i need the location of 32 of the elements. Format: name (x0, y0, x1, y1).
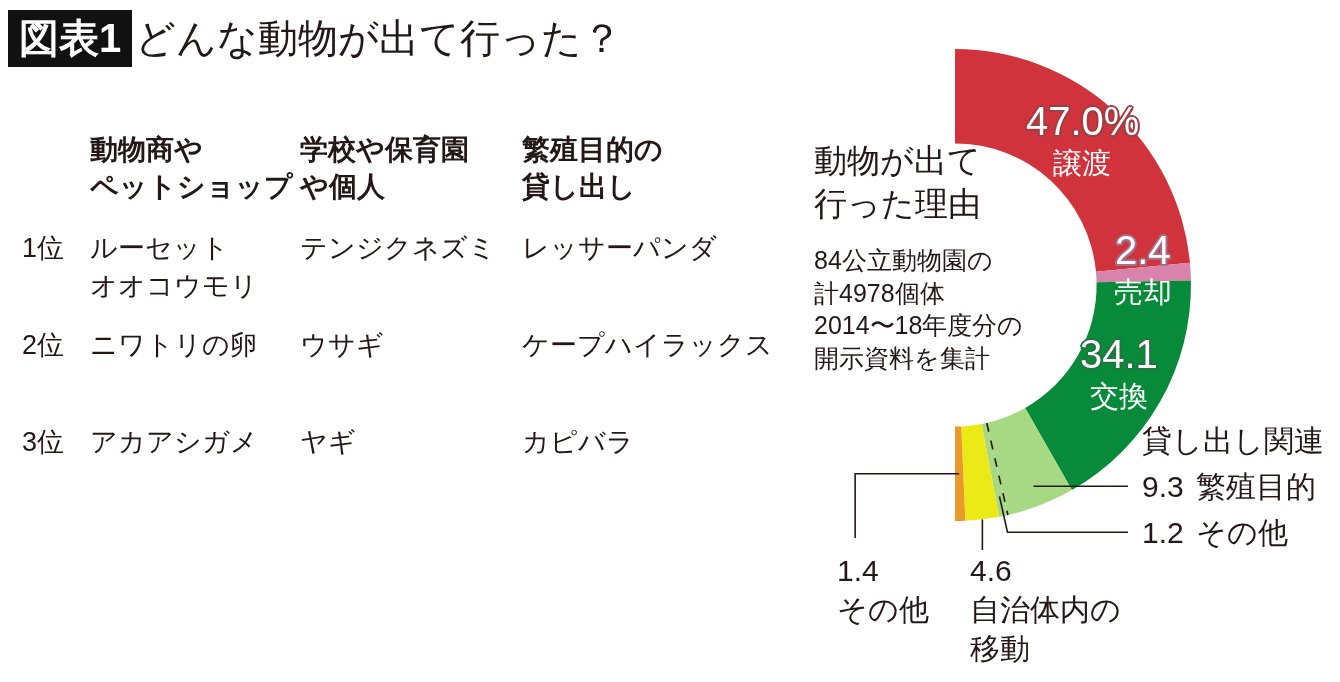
slice-label: その他 (837, 593, 929, 626)
text: 84公立動物園の計4978個体2014〜18年度分の開示資料を集計 (814, 246, 1024, 372)
text: 動物が出て行った理由 (814, 142, 981, 222)
text: ニワトリの卵 (90, 330, 257, 360)
data-label: 4.6 (970, 554, 1012, 587)
text: ルーセットオオコウモリ (90, 233, 258, 301)
category-label: 学校や保育園や個人 (300, 133, 469, 204)
data-label: 9.3 (1142, 470, 1184, 503)
slice-label: 譲渡 (1053, 147, 1111, 179)
text: ヤギ (300, 427, 356, 457)
text: ケープハイラックス (522, 330, 773, 360)
category-label: 1位 (22, 233, 65, 263)
data-label: 2.4 (1115, 228, 1171, 272)
slice-label: その他 (1196, 516, 1288, 549)
slice-label: 交換 (1090, 380, 1148, 412)
text: ウサギ (300, 330, 384, 360)
text: カピバラ (522, 427, 634, 457)
category-label: 3位 (22, 427, 65, 457)
category-label: 動物商やペットショップ (90, 133, 293, 204)
text: アカアシガメ (90, 427, 258, 457)
data-label: 34.1 (1080, 332, 1158, 376)
data-label: 1.4 (837, 554, 879, 587)
text: レッサーパンダ (522, 233, 717, 263)
slice-label: 繁殖目的 (1196, 470, 1316, 503)
text: 図表1 どんな動物が出て行った？ (18, 15, 623, 62)
slice-label: 売却 (1114, 276, 1172, 308)
slice-label: 自治体内の移動 (970, 593, 1121, 665)
category-label: 2位 (22, 330, 65, 360)
text: テンジクネズミ (300, 233, 496, 263)
text: 貸し出し関連 (1142, 424, 1324, 457)
category-label: 繁殖目的の貸し出し (522, 133, 663, 204)
data-label: 1.2 (1142, 516, 1184, 549)
